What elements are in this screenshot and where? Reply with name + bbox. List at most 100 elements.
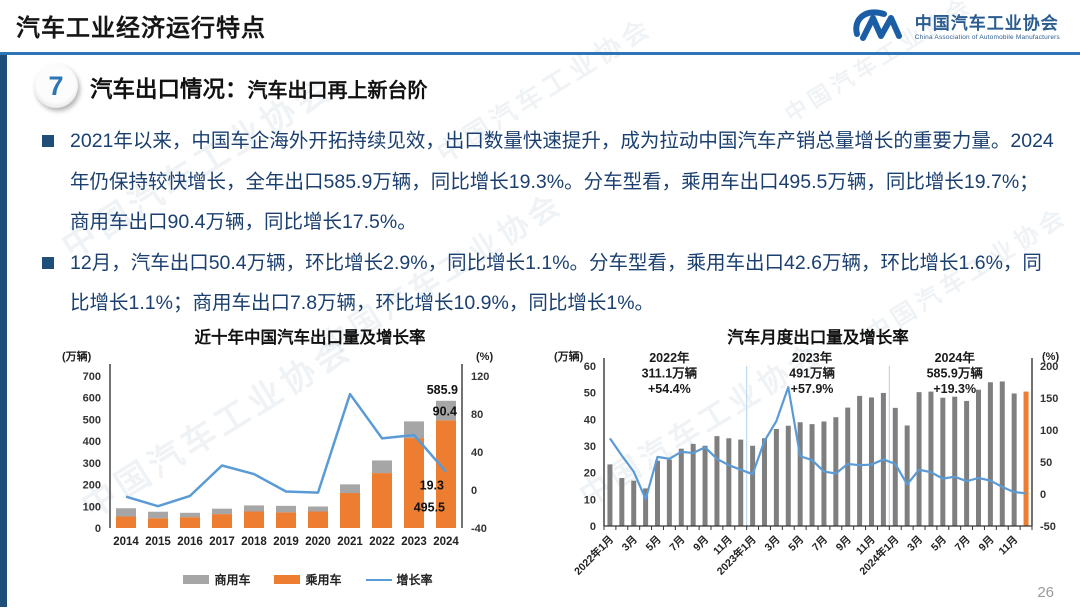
- bar-month: [750, 445, 756, 526]
- legend-item: 增长率: [365, 571, 433, 588]
- bar-month: [619, 478, 625, 526]
- svg-text:100: 100: [83, 501, 101, 513]
- bar-month: [678, 448, 684, 526]
- svg-text:50: 50: [584, 388, 596, 400]
- bar-commercial: [436, 400, 456, 421]
- svg-text:10: 10: [584, 494, 596, 506]
- bar-month: [869, 397, 874, 526]
- svg-text:-40: -40: [471, 523, 487, 535]
- label-passenger: 495.5: [414, 501, 445, 515]
- bar-passenger: [372, 473, 392, 528]
- label-commercial: 90.4: [433, 405, 457, 419]
- page-title: 汽车工业经济运行特点: [16, 15, 266, 42]
- left-accent-stripe: [0, 55, 7, 607]
- svg-text:400: 400: [83, 436, 101, 448]
- bar-passenger: [212, 514, 232, 528]
- svg-text:150: 150: [1040, 393, 1058, 405]
- bar-month: [940, 397, 946, 526]
- chart-title: 近十年中国汽车出口量及增长率: [194, 329, 426, 347]
- bar-month: [690, 443, 696, 526]
- bar-month: [631, 480, 637, 526]
- bullet-list: 2021年以来，中国车企海外开拓持续见效，出口数量快速提升，成为拉动中国汽车产销…: [42, 121, 1058, 324]
- bar-passenger: [148, 518, 168, 528]
- section-title-sub: 汽车出口再上新台阶: [247, 80, 428, 102]
- bar-passenger: [308, 511, 328, 528]
- svg-text:0: 0: [590, 521, 596, 533]
- monthly-export-chart: 汽车月度出口量及增长率 (万辆) (%) 0 10 20 30 40 50 60 -50 0 50 10…: [548, 324, 1078, 611]
- bar-commercial: [372, 460, 392, 474]
- legend-swatch: [183, 575, 210, 584]
- bullet-text: 2021年以来，中国车企海外开拓持续见效，出口数量快速提升，成为拉动中国汽车产销…: [70, 130, 1054, 234]
- annual-export-chart: 近十年中国汽车出口量及增长率 (万辆) (%) 0 100 200 300 400 500 60…: [46, 324, 534, 588]
- svg-text:60: 60: [584, 361, 596, 373]
- svg-text:0: 0: [471, 485, 477, 497]
- svg-text:700: 700: [83, 371, 101, 383]
- svg-text:9月: 9月: [834, 534, 854, 554]
- bar-passenger: [340, 493, 360, 528]
- right-axis-unit: (%): [476, 351, 493, 363]
- bar-passenger: [436, 420, 456, 528]
- bar-month: [714, 436, 720, 526]
- bar-commercial: [404, 421, 424, 439]
- svg-text:40: 40: [471, 447, 483, 459]
- svg-text:2014: 2014: [113, 536, 139, 548]
- legend-item: 乘用车: [274, 571, 342, 588]
- legend-swatch: [274, 575, 301, 584]
- legend-label: 商用车: [214, 573, 251, 587]
- svg-text:300: 300: [83, 458, 101, 470]
- bar-commercial: [180, 512, 200, 518]
- svg-text:2021: 2021: [337, 536, 363, 548]
- bar-passenger: [244, 511, 264, 528]
- bar-month: [976, 389, 981, 526]
- svg-text:120: 120: [471, 371, 489, 383]
- bar-month: [809, 424, 815, 526]
- growth-line: [609, 386, 1027, 501]
- svg-text:3月: 3月: [620, 534, 640, 554]
- bar-month: [797, 422, 803, 526]
- year-annotation: 2023年 491万辆+57.9%: [789, 350, 835, 396]
- chart-legend: 商用车 乘用车 增长率: [46, 571, 534, 588]
- bar-month: [1011, 393, 1017, 526]
- bar-passenger: [276, 512, 296, 528]
- svg-text:0: 0: [95, 523, 101, 535]
- monthly-export-chart-canvas: (万辆) (%) 0 10 20 30 40 50 60 -50 0 50 100 150 200 2022年…: [554, 349, 1059, 578]
- growth-line: [125, 392, 447, 508]
- legend-label: 乘用车: [305, 573, 342, 587]
- bullet-square-icon: [42, 256, 54, 269]
- svg-text:200: 200: [1040, 361, 1058, 373]
- svg-text:2022: 2022: [369, 536, 395, 548]
- svg-text:2023: 2023: [401, 536, 427, 548]
- bar-month: [904, 425, 910, 526]
- section-title-main: 汽车出口情况：: [90, 77, 248, 102]
- year-annotation: 2024年 585.9万辆+19.3%: [927, 350, 984, 396]
- legend-label: 增长率: [396, 573, 433, 587]
- svg-text:7月: 7月: [667, 534, 687, 554]
- label-total: 585.9: [427, 383, 458, 397]
- list-item: 2021年以来，中国车企海外开拓持续见效，出口数量快速提升，成为拉动中国汽车产销…: [42, 121, 1058, 243]
- bar-month: [666, 459, 672, 526]
- bar-commercial: [308, 506, 328, 512]
- bar-passenger: [404, 438, 424, 528]
- caam-logo-icon: [850, 7, 906, 48]
- svg-text:2017: 2017: [209, 536, 235, 548]
- svg-text:5月: 5月: [929, 534, 949, 554]
- org-name-en: China Association of Automobile Manufact…: [914, 33, 1060, 41]
- year-annotation: 2022年 311.1万辆+54.4%: [642, 350, 698, 396]
- bar-month: [833, 417, 839, 526]
- svg-text:-50: -50: [1040, 521, 1056, 533]
- svg-text:5月: 5月: [786, 534, 806, 554]
- bar-month: [738, 439, 744, 526]
- org-logo: 中国汽车工业协会 China Association of Automobile…: [850, 7, 1060, 48]
- bar-month: [762, 438, 767, 526]
- label-growth: 19.3: [420, 479, 444, 493]
- svg-text:9月: 9月: [976, 534, 996, 554]
- bar-passenger: [116, 516, 136, 528]
- bar-month: [952, 396, 958, 526]
- svg-text:20: 20: [584, 468, 596, 480]
- bar-commercial: [212, 508, 232, 515]
- svg-text:11月: 11月: [997, 534, 1021, 558]
- section-number-badge: 7: [34, 64, 78, 108]
- svg-text:2018: 2018: [241, 536, 267, 548]
- svg-text:30: 30: [584, 441, 596, 453]
